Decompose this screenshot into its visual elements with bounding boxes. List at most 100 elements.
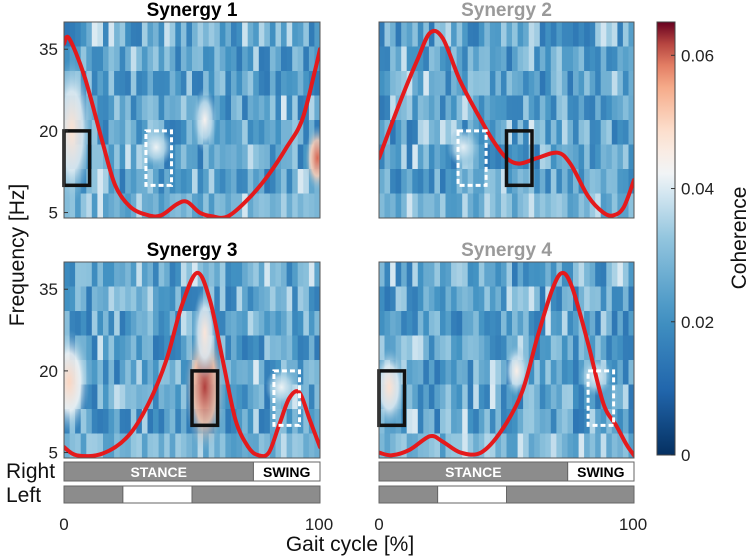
heatmap-cell (545, 384, 552, 410)
heatmap-cell (258, 22, 265, 48)
heatmap-cell (108, 409, 115, 435)
heatmap-cell (314, 95, 320, 121)
heatmap-cell (434, 360, 441, 386)
heatmap-cell (622, 311, 629, 337)
heatmap-cell (539, 433, 546, 458)
heatmap-cell (462, 384, 469, 410)
heatmap-cell (395, 144, 402, 170)
heatmap-cell (186, 46, 193, 72)
heatmap-cell (451, 262, 458, 288)
heatmap-cell (119, 262, 126, 288)
heatmap-cell (231, 169, 238, 195)
heatmap-cell (495, 169, 502, 195)
heatmap-cell (512, 409, 519, 435)
heatmap-cell (186, 169, 193, 195)
heatmap-cell (264, 409, 271, 435)
heatmap-cell (281, 409, 288, 435)
heatmap-cell (489, 71, 496, 97)
heatmap-cell (556, 95, 563, 121)
heatmap-cell (253, 286, 260, 312)
heatmap-cell (406, 311, 413, 337)
heatmap-cell (169, 22, 176, 48)
heatmap-cell (434, 169, 441, 195)
heatmap-cell (169, 360, 176, 386)
heatmap-cell (617, 144, 624, 170)
heatmap-cell (440, 169, 447, 195)
heatmap-cell (561, 311, 568, 337)
heatmap-cell (108, 144, 115, 170)
heatmap-cell (401, 169, 408, 195)
heatmap-cell (97, 46, 104, 72)
heatmap-cell (281, 311, 288, 337)
heatmap-cell (501, 95, 508, 121)
heatmap-cell (103, 120, 110, 146)
heatmap-cell (406, 193, 413, 218)
heatmap-cell (214, 22, 221, 48)
heatmap-cell (103, 409, 110, 435)
heatmap-cell (236, 335, 243, 361)
heatmap-cell (561, 335, 568, 361)
heatmap-cell (158, 169, 165, 195)
coherence-heatmap (64, 262, 320, 458)
heatmap-cell (390, 193, 397, 218)
heatmap-cell (589, 193, 596, 218)
heatmap-cell (281, 95, 288, 121)
heatmap-cell (573, 95, 580, 121)
heatmap-cell (114, 144, 121, 170)
heatmap-cell (473, 433, 480, 458)
heatmap-cell (406, 335, 413, 361)
heatmap-cell (589, 286, 596, 312)
heatmap-cell (611, 144, 618, 170)
heatmap-cell (456, 193, 463, 218)
heatmap-cell (153, 169, 160, 195)
heatmap-cell (108, 120, 115, 146)
heatmap-cell (379, 311, 386, 337)
heatmap-cell (292, 360, 299, 386)
heatmap-cell (64, 433, 71, 458)
heatmap-cell (114, 120, 121, 146)
heatmap-cell (539, 22, 546, 48)
heatmap-cell (253, 193, 260, 218)
heatmap-cell (269, 120, 277, 146)
heatmap-cell (390, 286, 397, 312)
heatmap-cell (534, 46, 541, 72)
heatmap-cell (556, 286, 563, 312)
heatmap-cell (108, 46, 115, 72)
heatmap-cell (534, 286, 541, 312)
heatmap-cell (501, 335, 508, 361)
heatmap-cell (141, 169, 149, 195)
heatmap-cell (628, 286, 634, 312)
heatmap-cell (264, 433, 271, 458)
heatmap-cell (456, 286, 463, 312)
heatmap-cell (534, 409, 541, 435)
heatmap-cell (64, 311, 71, 337)
heatmap-cell (231, 311, 238, 337)
heatmap-cell (97, 360, 104, 386)
heatmap-cell (80, 46, 87, 72)
heatmap-cell (467, 71, 474, 97)
heatmap-cell (108, 433, 115, 458)
heatmap-cell (489, 144, 496, 170)
heatmap-cell (556, 409, 563, 435)
heatmap-cell (512, 384, 519, 410)
heatmap-cell (269, 193, 277, 218)
heatmap-cell (308, 22, 316, 48)
heatmap-cell (506, 169, 513, 195)
heatmap-cell (253, 360, 260, 386)
heatmap-cell (506, 384, 513, 410)
heatmap-cell (180, 409, 188, 435)
heatmap-cell (231, 95, 238, 121)
heatmap-cell (412, 335, 419, 361)
heatmap-cell (186, 311, 193, 337)
heatmap-cell (462, 433, 469, 458)
heatmap-cell (203, 46, 210, 72)
heatmap-cell (141, 46, 149, 72)
heatmap-cell (130, 360, 137, 386)
heatmap-cell (125, 409, 132, 435)
heatmap-cell (622, 144, 629, 170)
heatmap-cell (478, 433, 485, 458)
coherence-hotspot (139, 127, 173, 167)
heatmap-cell (445, 22, 452, 48)
heatmap-cell (595, 22, 602, 48)
heatmap-cell (69, 262, 76, 288)
